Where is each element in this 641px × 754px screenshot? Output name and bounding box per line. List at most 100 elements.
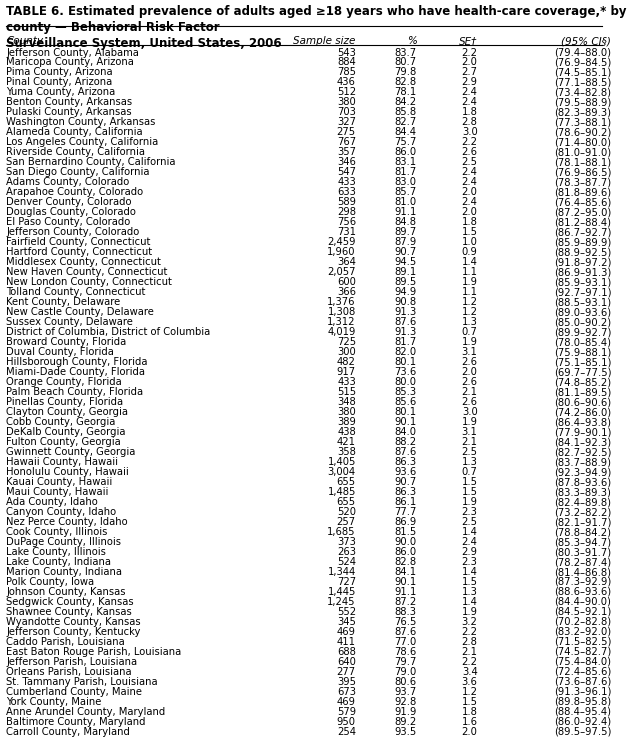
Text: 1,445: 1,445 [328,587,356,597]
Text: 673: 673 [337,687,356,697]
Text: 1.3: 1.3 [462,587,478,597]
Text: (85.3–94.7): (85.3–94.7) [554,537,612,547]
Text: 257: 257 [337,517,356,527]
Text: 73.6: 73.6 [394,367,417,377]
Text: 3.2: 3.2 [462,617,478,627]
Text: 1,308: 1,308 [328,308,356,317]
Text: 1.5: 1.5 [462,477,478,487]
Text: (74.8–85.2): (74.8–85.2) [554,377,612,388]
Text: Cobb County, Georgia: Cobb County, Georgia [6,417,115,428]
Text: Lake County, Indiana: Lake County, Indiana [6,557,111,567]
Text: 380: 380 [337,97,356,108]
Text: (89.8–95.8): (89.8–95.8) [554,697,612,707]
Text: 87.6: 87.6 [394,627,417,637]
Text: (84.4–90.0): (84.4–90.0) [554,597,612,607]
Text: 436: 436 [337,78,356,87]
Text: 1.9: 1.9 [462,607,478,617]
Text: 2.0: 2.0 [462,367,478,377]
Text: 90.0: 90.0 [395,537,417,547]
Text: 84.1: 84.1 [395,567,417,577]
Text: 327: 327 [337,118,356,127]
Text: 3.1: 3.1 [462,347,478,357]
Text: (75.9–88.1): (75.9–88.1) [554,347,612,357]
Text: 77.0: 77.0 [394,637,417,647]
Text: 2.7: 2.7 [462,68,478,78]
Text: Sample size: Sample size [294,36,356,46]
Text: 1.1: 1.1 [462,287,478,297]
Text: 87.2: 87.2 [394,597,417,607]
Text: Jefferson County, Colorado: Jefferson County, Colorado [6,227,139,238]
Text: (78.0–85.4): (78.0–85.4) [554,337,612,348]
Text: 950: 950 [337,717,356,727]
Text: 1.4: 1.4 [462,597,478,607]
Text: 84.0: 84.0 [395,427,417,437]
Text: (82.3–89.3): (82.3–89.3) [554,107,612,118]
Text: (74.2–86.0): (74.2–86.0) [554,407,612,417]
Text: DeKalb County, Georgia: DeKalb County, Georgia [6,427,126,437]
Text: (89.9–92.7): (89.9–92.7) [554,327,612,337]
Text: 438: 438 [337,427,356,437]
Text: 3.6: 3.6 [462,677,478,687]
Text: 2,057: 2,057 [328,267,356,277]
Text: 1.3: 1.3 [462,317,478,327]
Text: 87.6: 87.6 [394,447,417,457]
Text: Cumberland County, Maine: Cumberland County, Maine [6,687,142,697]
Text: Clayton County, Georgia: Clayton County, Georgia [6,407,128,417]
Text: 767: 767 [337,137,356,148]
Text: 589: 589 [337,198,356,207]
Text: 373: 373 [337,537,356,547]
Text: Pinal County, Arizona: Pinal County, Arizona [6,78,112,87]
Text: 1,344: 1,344 [328,567,356,577]
Text: 1.9: 1.9 [462,497,478,507]
Text: 2.4: 2.4 [462,167,478,177]
Text: New London County, Connecticut: New London County, Connecticut [6,277,172,287]
Text: (77.1–88.5): (77.1–88.5) [554,78,612,87]
Text: Fairfield County, Connecticut: Fairfield County, Connecticut [6,238,151,247]
Text: 1.0: 1.0 [462,238,478,247]
Text: Palm Beach County, Florida: Palm Beach County, Florida [6,388,143,397]
Text: 2.9: 2.9 [462,78,478,87]
Text: (81.2–88.4): (81.2–88.4) [554,217,612,228]
Text: 87.9: 87.9 [394,238,417,247]
Text: New Haven County, Connecticut: New Haven County, Connecticut [6,267,167,277]
Text: 83.0: 83.0 [395,177,417,188]
Text: (80.6–90.6): (80.6–90.6) [554,397,612,407]
Text: 727: 727 [337,577,356,587]
Text: 86.3: 86.3 [395,457,417,467]
Text: (76.9–86.5): (76.9–86.5) [554,167,612,177]
Text: 80.1: 80.1 [395,357,417,367]
Text: 2.3: 2.3 [462,557,478,567]
Text: St. Tammany Parish, Louisiana: St. Tammany Parish, Louisiana [6,677,158,687]
Text: 2.0: 2.0 [462,57,478,68]
Text: Anne Arundel County, Maryland: Anne Arundel County, Maryland [6,706,165,717]
Text: 79.8: 79.8 [394,68,417,78]
Text: 2.8: 2.8 [462,637,478,647]
Text: 81.7: 81.7 [394,167,417,177]
Text: 1,960: 1,960 [328,247,356,257]
Text: Maui County, Hawaii: Maui County, Hawaii [6,487,108,497]
Text: 512: 512 [337,87,356,97]
Text: 3.0: 3.0 [462,407,478,417]
Text: Pulaski County, Arkansas: Pulaski County, Arkansas [6,107,131,118]
Text: 2.4: 2.4 [462,87,478,97]
Text: (78.6–90.2): (78.6–90.2) [554,127,612,137]
Text: 3.1: 3.1 [462,427,478,437]
Text: York County, Maine: York County, Maine [6,697,101,707]
Text: (81.1–89.5): (81.1–89.5) [554,388,612,397]
Text: (88.5–93.1): (88.5–93.1) [554,297,612,308]
Text: (71.5–82.5): (71.5–82.5) [554,637,612,647]
Text: 263: 263 [337,547,356,557]
Text: (78.3–87.7): (78.3–87.7) [554,177,612,188]
Text: 84.4: 84.4 [395,127,417,137]
Text: 1.1: 1.1 [462,267,478,277]
Text: (81.4–86.8): (81.4–86.8) [554,567,612,577]
Text: 725: 725 [337,337,356,348]
Text: 89.5: 89.5 [394,277,417,287]
Text: 84.2: 84.2 [395,97,417,108]
Text: 1.8: 1.8 [462,706,478,717]
Text: 433: 433 [337,177,356,188]
Text: 90.7: 90.7 [394,247,417,257]
Text: 86.0: 86.0 [395,547,417,557]
Text: Pinellas County, Florida: Pinellas County, Florida [6,397,123,407]
Text: Arapahoe County, Colorado: Arapahoe County, Colorado [6,187,143,198]
